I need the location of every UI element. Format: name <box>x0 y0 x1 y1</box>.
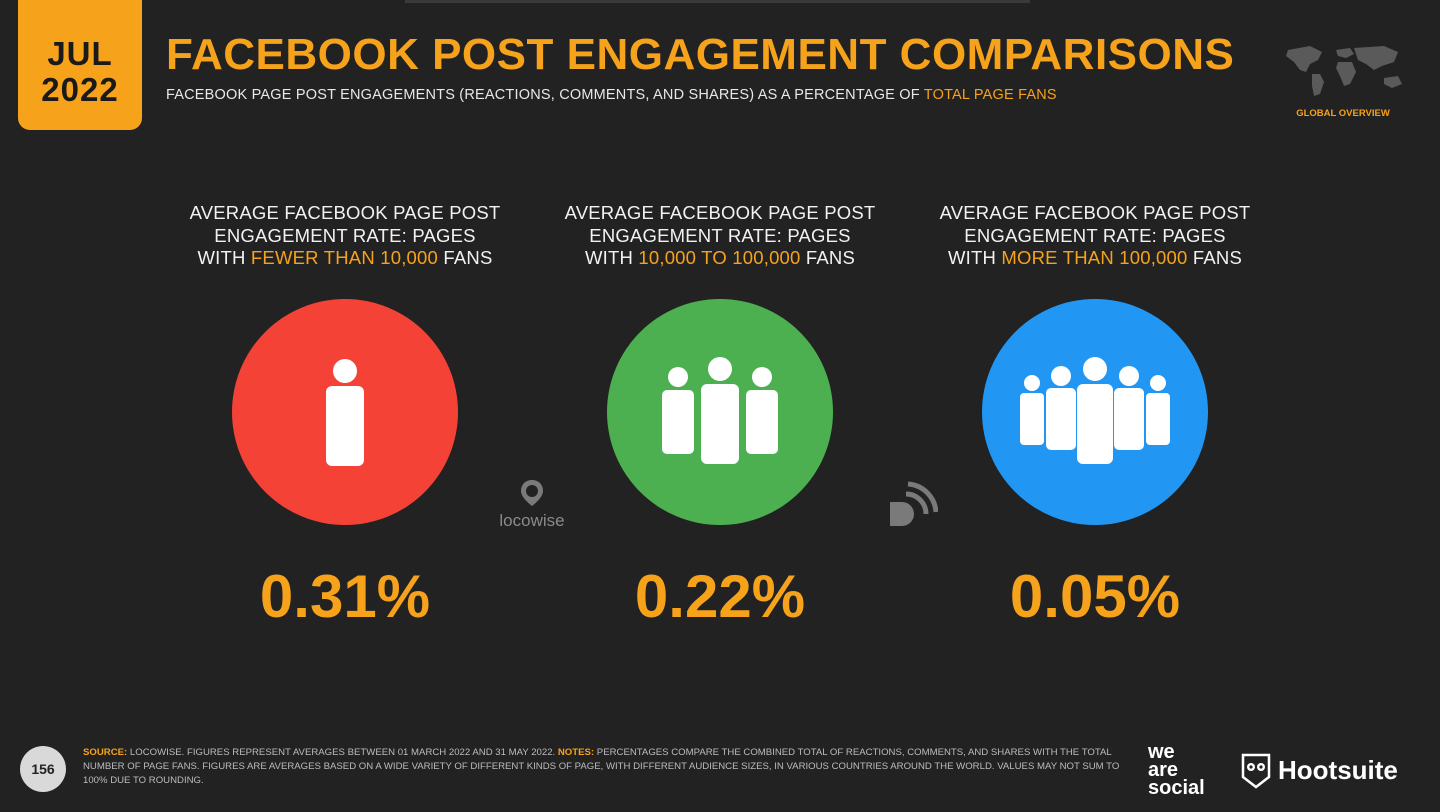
engagement-value-medium: 0.22% <box>634 563 806 630</box>
column-label: AVERAGE FACEBOOK PAGE POST ENGAGEMENT RA… <box>939 202 1251 268</box>
subtitle-highlight: TOTAL PAGE FANS <box>923 87 1057 103</box>
column-large-pages: AVERAGE FACEBOOK PAGE POST ENGAGEMENT RA… <box>930 202 1260 270</box>
column-small-pages: AVERAGE FACEBOOK PAGE POST ENGAGEMENT RA… <box>180 202 510 270</box>
column-label: AVERAGE FACEBOOK PAGE POST ENGAGEMENT RA… <box>564 202 876 268</box>
owl-icon <box>1241 753 1271 789</box>
page-title: FACEBOOK POST ENGAGEMENT COMPARISONS <box>166 30 1235 79</box>
engagement-value-small: 0.31% <box>259 563 431 630</box>
footer-notes: SOURCE: LOCOWISE. FIGURES REPRESENT AVER… <box>83 747 1120 786</box>
engagement-value-large: 0.05% <box>1009 563 1181 630</box>
single-person-icon <box>232 299 458 525</box>
region-label: GLOBAL OVERVIEW <box>1296 108 1390 119</box>
we-are-social-logo: we are social <box>1148 741 1205 799</box>
five-people-icon <box>982 299 1208 525</box>
date-year: 2022 <box>41 71 119 108</box>
page-subtitle: FACEBOOK PAGE POST ENGAGEMENTS (REACTION… <box>166 87 1057 103</box>
page-number: 156 <box>20 746 66 792</box>
column-label: AVERAGE FACEBOOK PAGE POST ENGAGEMENT RA… <box>189 202 501 268</box>
date-badge: JUL 2022 <box>18 0 142 130</box>
three-people-icon <box>607 299 833 525</box>
locowise-logo: locowise <box>495 478 569 531</box>
datareportal-logo-icon <box>890 481 938 526</box>
locowise-pin-icon <box>521 480 543 506</box>
hootsuite-logo: Hootsuite <box>1240 750 1398 790</box>
date-month: JUL <box>47 35 113 72</box>
column-medium-pages: AVERAGE FACEBOOK PAGE POST ENGAGEMENT RA… <box>555 202 885 270</box>
top-bar <box>405 0 1030 3</box>
subtitle-text: FACEBOOK PAGE POST ENGAGEMENTS (REACTION… <box>166 87 920 103</box>
world-map-icon <box>1286 46 1402 96</box>
